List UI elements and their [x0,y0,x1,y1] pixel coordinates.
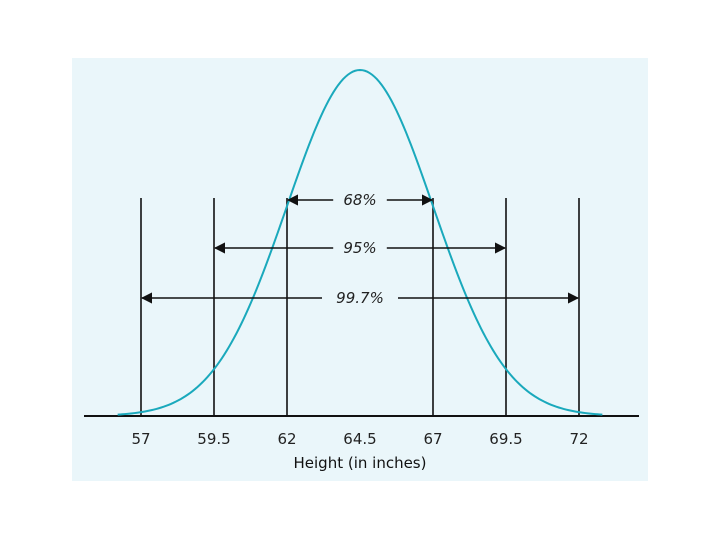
x-tick-label: 72 [569,430,588,448]
x-axis-title: Height (in inches) [294,454,427,472]
x-tick-label: 62 [277,430,296,448]
x-tick-label: 64.5 [343,430,376,448]
normal-distribution-chart: 68% 95% 99.7% 57 59.5 62 64.5 67 69.5 72 Height (i… [84,68,639,472]
x-tick-label: 59.5 [197,430,230,448]
interval-label: 95% [343,239,376,257]
x-tick-label: 67 [423,430,442,448]
normal-curve [117,68,603,416]
interval-label: 99.7% [336,289,384,307]
x-tick-label: 69.5 [489,430,522,448]
chart-panel: 68% 95% 99.7% 57 59.5 62 64.5 67 69.5 72 Height (i… [72,58,648,481]
x-tick-label: 57 [131,430,150,448]
interval-label: 68% [343,191,376,209]
